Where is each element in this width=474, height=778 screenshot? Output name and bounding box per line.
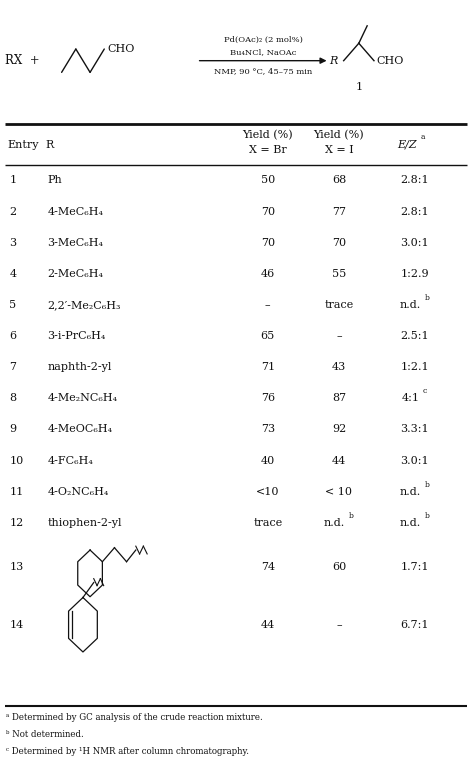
Text: 1: 1 xyxy=(9,176,17,185)
Text: 4-MeC₆H₄: 4-MeC₆H₄ xyxy=(47,207,103,216)
Text: 65: 65 xyxy=(261,331,275,341)
Text: 55: 55 xyxy=(332,269,346,279)
Text: RX  +: RX + xyxy=(5,54,39,67)
Text: NMP, 90 °C, 45–75 min: NMP, 90 °C, 45–75 min xyxy=(214,67,312,75)
Text: 2.8:1: 2.8:1 xyxy=(401,207,429,216)
Text: 46: 46 xyxy=(261,269,275,279)
Text: Pd(OAc)₂ (2 mol%): Pd(OAc)₂ (2 mol%) xyxy=(224,36,302,44)
Text: CHO: CHO xyxy=(107,44,135,54)
Text: 10: 10 xyxy=(9,456,24,465)
Text: Bu₄NCl, NaOAc: Bu₄NCl, NaOAc xyxy=(230,48,296,56)
Text: –: – xyxy=(265,300,271,310)
Text: E/Z: E/Z xyxy=(397,140,417,149)
Text: 1.7:1: 1.7:1 xyxy=(401,562,429,572)
Text: <10: <10 xyxy=(256,487,280,496)
Text: R: R xyxy=(45,140,53,149)
Text: 3.0:1: 3.0:1 xyxy=(401,238,429,247)
Text: thiophen-2-yl: thiophen-2-yl xyxy=(47,518,122,527)
Text: –: – xyxy=(336,620,342,629)
Text: n.d.: n.d. xyxy=(400,300,420,310)
Text: 2: 2 xyxy=(9,207,17,216)
Text: 4-O₂NC₆H₄: 4-O₂NC₆H₄ xyxy=(47,487,109,496)
Text: 9: 9 xyxy=(9,425,17,434)
Text: Yield (%): Yield (%) xyxy=(243,129,293,140)
Text: 2.8:1: 2.8:1 xyxy=(401,176,429,185)
Text: trace: trace xyxy=(324,300,354,310)
Text: n.d.: n.d. xyxy=(324,518,345,527)
Text: < 10: < 10 xyxy=(326,487,352,496)
Text: 1:2.1: 1:2.1 xyxy=(401,363,429,372)
Text: a: a xyxy=(421,133,426,141)
Text: X = Br: X = Br xyxy=(249,145,287,155)
Text: ᵇ Not determined.: ᵇ Not determined. xyxy=(6,730,83,739)
Text: 6.7:1: 6.7:1 xyxy=(401,620,429,629)
Text: 71: 71 xyxy=(261,363,275,372)
Text: b: b xyxy=(349,512,354,520)
Text: 68: 68 xyxy=(332,176,346,185)
Text: 3-i-PrC₆H₄: 3-i-PrC₆H₄ xyxy=(47,331,106,341)
Text: 14: 14 xyxy=(9,620,24,629)
Text: 4-Me₂NC₆H₄: 4-Me₂NC₆H₄ xyxy=(47,394,118,403)
Text: 74: 74 xyxy=(261,562,275,572)
Text: 12: 12 xyxy=(9,518,24,527)
Text: n.d.: n.d. xyxy=(400,487,420,496)
Text: 11: 11 xyxy=(9,487,24,496)
Text: 1:2.9: 1:2.9 xyxy=(401,269,429,279)
Text: 3-MeC₆H₄: 3-MeC₆H₄ xyxy=(47,238,103,247)
Text: 76: 76 xyxy=(261,394,275,403)
Text: trace: trace xyxy=(253,518,283,527)
Text: 8: 8 xyxy=(9,394,17,403)
Text: 40: 40 xyxy=(261,456,275,465)
Text: 44: 44 xyxy=(332,456,346,465)
Text: R: R xyxy=(329,56,338,65)
Text: X = I: X = I xyxy=(325,145,353,155)
Text: 3.0:1: 3.0:1 xyxy=(401,456,429,465)
Text: 60: 60 xyxy=(332,562,346,572)
Text: 4:1: 4:1 xyxy=(402,394,420,403)
Text: 3: 3 xyxy=(9,238,17,247)
Text: 70: 70 xyxy=(332,238,346,247)
Text: 70: 70 xyxy=(261,238,275,247)
Text: 1: 1 xyxy=(355,82,363,93)
Text: 44: 44 xyxy=(261,620,275,629)
Text: n.d.: n.d. xyxy=(400,518,420,527)
Text: 5: 5 xyxy=(9,300,17,310)
Text: 7: 7 xyxy=(9,363,17,372)
Text: Entry: Entry xyxy=(7,140,38,149)
Text: 50: 50 xyxy=(261,176,275,185)
Text: Yield (%): Yield (%) xyxy=(314,129,364,140)
Text: 77: 77 xyxy=(332,207,346,216)
Text: c: c xyxy=(423,387,427,395)
Text: b: b xyxy=(425,294,429,302)
Text: 43: 43 xyxy=(332,363,346,372)
Text: 73: 73 xyxy=(261,425,275,434)
Text: Ph: Ph xyxy=(47,176,62,185)
Text: 13: 13 xyxy=(9,562,24,572)
Text: 6: 6 xyxy=(9,331,17,341)
Text: 4-MeOC₆H₄: 4-MeOC₆H₄ xyxy=(47,425,112,434)
Text: b: b xyxy=(425,481,429,489)
Text: naphth-2-yl: naphth-2-yl xyxy=(47,363,112,372)
Text: 2-MeC₆H₄: 2-MeC₆H₄ xyxy=(47,269,103,279)
Text: 4-FC₆H₄: 4-FC₆H₄ xyxy=(47,456,93,465)
Text: 87: 87 xyxy=(332,394,346,403)
Text: 92: 92 xyxy=(332,425,346,434)
Text: 2,2′-Me₂C₆H₃: 2,2′-Me₂C₆H₃ xyxy=(47,300,121,310)
Text: b: b xyxy=(425,512,429,520)
Text: 3.3:1: 3.3:1 xyxy=(401,425,429,434)
Text: ᶜ Determined by ¹H NMR after column chromatography.: ᶜ Determined by ¹H NMR after column chro… xyxy=(6,747,249,756)
Text: ᵃ Determined by GC analysis of the crude reaction mixture.: ᵃ Determined by GC analysis of the crude… xyxy=(6,713,263,722)
Text: –: – xyxy=(336,331,342,341)
Text: 2.5:1: 2.5:1 xyxy=(401,331,429,341)
Text: 70: 70 xyxy=(261,207,275,216)
Text: CHO: CHO xyxy=(376,56,404,65)
Text: 4: 4 xyxy=(9,269,17,279)
